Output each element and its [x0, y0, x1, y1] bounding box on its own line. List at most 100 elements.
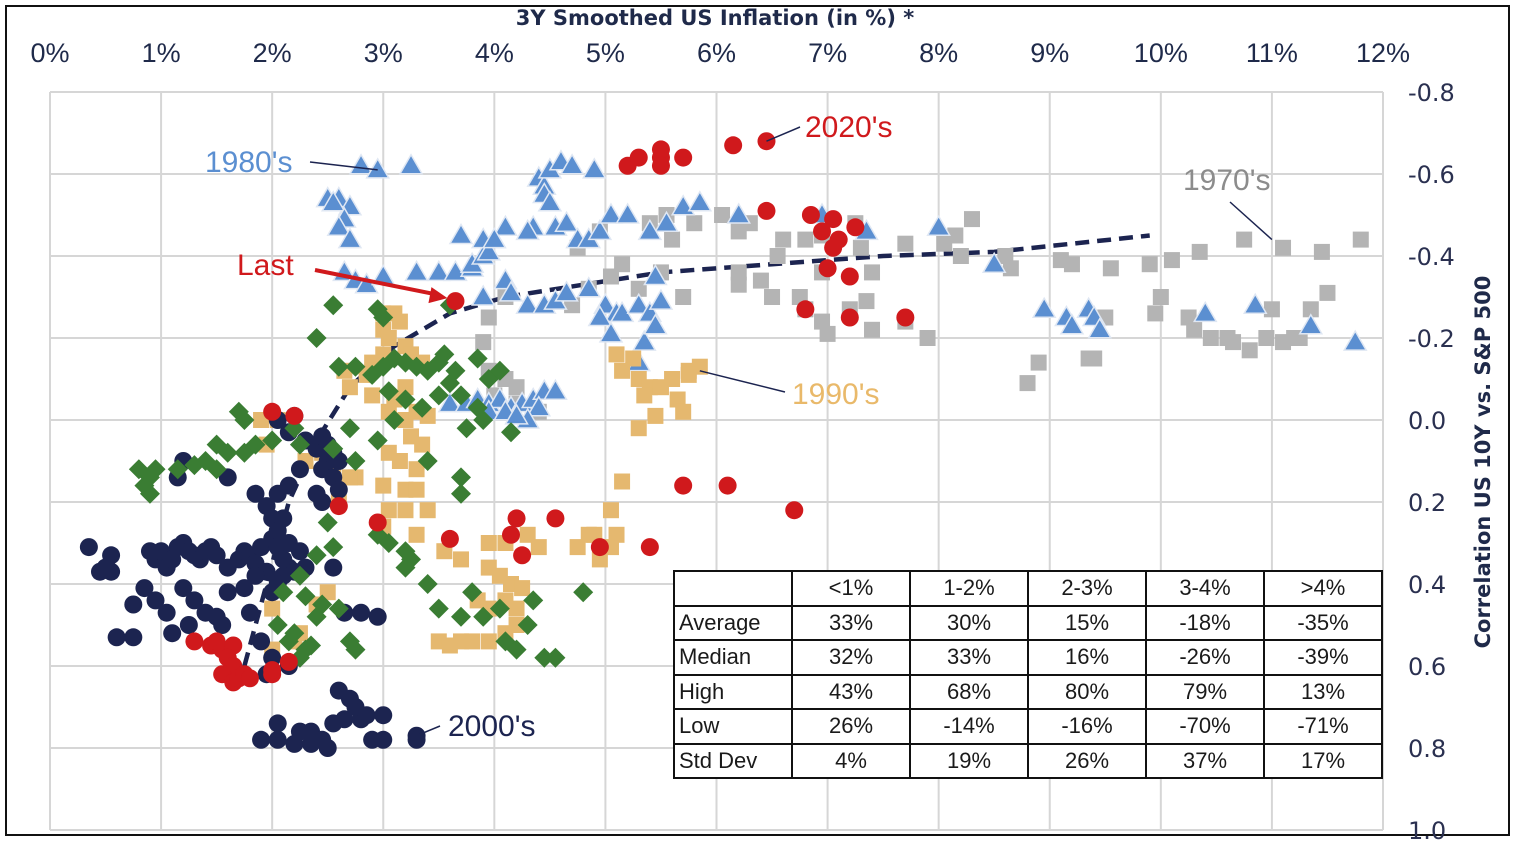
data-point [167, 459, 188, 480]
annotation-label: 2000's [448, 710, 535, 743]
y-tick-label: 0.6 [1408, 653, 1446, 681]
data-point [687, 190, 713, 212]
data-point [213, 616, 232, 634]
points-group [79, 132, 1369, 757]
data-point [380, 330, 397, 346]
data-point [775, 231, 792, 248]
data-point [428, 598, 449, 619]
y-axis-label: Correlation US 10Y vs. S&P 500 [1471, 276, 1495, 649]
data-point [840, 267, 859, 286]
data-point [278, 631, 299, 652]
data-point [157, 603, 176, 622]
data-point [367, 430, 388, 451]
data-point [337, 227, 363, 249]
data-point [207, 546, 226, 565]
stats-table-row-label: High [673, 673, 793, 710]
x-tick-label: 10% [1134, 38, 1188, 68]
data-point [1192, 300, 1218, 323]
data-point [79, 538, 98, 557]
data-point [543, 378, 568, 401]
data-point [378, 533, 399, 553]
data-point [124, 628, 143, 647]
data-point [1152, 289, 1169, 305]
data-point [378, 381, 399, 402]
data-point [824, 238, 843, 257]
data-point [514, 580, 531, 597]
stats-table-corner [673, 570, 793, 607]
data-point [328, 356, 349, 377]
data-point [625, 350, 642, 367]
data-point [268, 730, 287, 749]
data-point [651, 140, 670, 159]
data-point [290, 542, 309, 561]
data-point [102, 546, 121, 565]
data-point [864, 321, 881, 338]
data-point [515, 218, 540, 241]
data-point [365, 157, 390, 179]
data-point [730, 264, 747, 281]
y-tick-label: 0.8 [1408, 735, 1446, 763]
data-point [963, 211, 980, 228]
data-point [498, 280, 524, 302]
stats-table-cell: -71% [1263, 708, 1383, 745]
data-point [326, 214, 352, 237]
data-point [647, 407, 664, 424]
data-point [1275, 239, 1292, 256]
data-point [1186, 321, 1203, 338]
data-point [1031, 296, 1057, 319]
annotation-leader-line [416, 725, 441, 737]
data-point [289, 434, 310, 455]
data-point [480, 633, 497, 650]
stats-table-column-header: >4% [1263, 570, 1383, 607]
data-point [285, 734, 304, 753]
data-point [1191, 243, 1208, 260]
data-point [139, 483, 160, 504]
series-2000s [79, 406, 426, 757]
data-point [537, 190, 563, 212]
data-point [345, 639, 366, 660]
data-point [764, 289, 781, 305]
data-point [470, 284, 496, 306]
x-tick-label: 11% [1246, 38, 1298, 68]
data-point [1202, 330, 1219, 346]
data-point [290, 460, 309, 479]
data-point [1059, 313, 1085, 335]
stats-table-column-header: <1% [791, 570, 911, 607]
stats-table-cell: -35% [1263, 604, 1383, 641]
stats-table-cell: 68% [909, 673, 1029, 710]
data-point [306, 606, 327, 627]
stats-table-column-header: 1-2% [909, 570, 1029, 607]
x-tick-label: 5% [586, 38, 625, 68]
stats-table-cell: 33% [791, 604, 911, 641]
data-point [368, 607, 387, 626]
data-point [357, 706, 376, 725]
data-point [608, 346, 625, 363]
data-point [796, 300, 815, 319]
data-point [1236, 231, 1253, 248]
annotation-leader-line [1229, 201, 1273, 241]
data-point [714, 207, 731, 223]
data-point [451, 467, 472, 488]
data-point [408, 481, 425, 498]
stats-table-cell: 30% [909, 604, 1029, 641]
data-point [451, 483, 472, 504]
data-point [582, 157, 607, 179]
data-point [896, 308, 915, 327]
data-point [1298, 313, 1324, 335]
stats-table-row: Low 26% -14% -16% -70% -71% [673, 708, 1383, 745]
data-point [513, 546, 532, 565]
data-point [769, 248, 786, 264]
y-tick-label: -0.4 [1408, 243, 1455, 271]
data-point [268, 484, 287, 503]
data-point [185, 632, 204, 651]
data-point [391, 313, 408, 330]
series-2020s [185, 132, 915, 692]
data-point [1030, 354, 1047, 371]
data-point [324, 558, 343, 577]
data-point [480, 309, 497, 326]
stats-table-cell: 16% [1027, 639, 1147, 676]
stats-table-cell: 33% [909, 639, 1029, 676]
data-point [329, 480, 348, 499]
data-point [451, 385, 472, 406]
chart-title: 3Y Smoothed US Inflation (in %) * [516, 6, 914, 30]
